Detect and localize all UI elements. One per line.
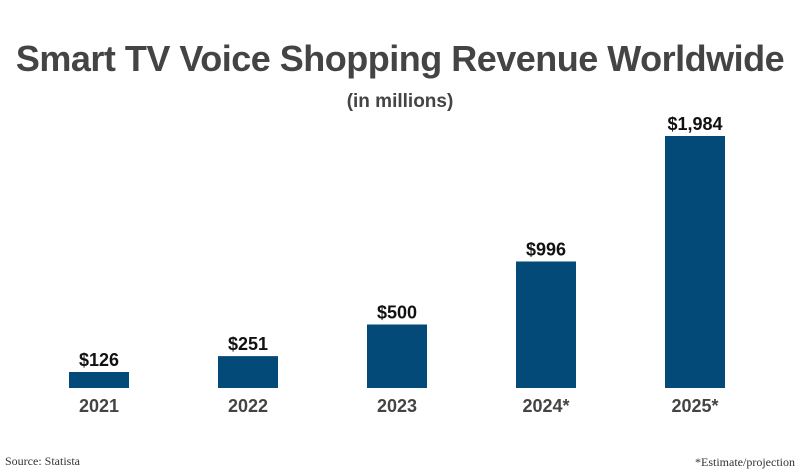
bar-2022 (218, 356, 278, 388)
chart-title: Smart TV Voice Shopping Revenue Worldwid… (15, 38, 785, 79)
bar-2021 (69, 371, 129, 388)
bar-2024 (516, 261, 576, 388)
x-tick-label: 2025* (671, 396, 718, 416)
data-label: $996 (526, 239, 566, 259)
estimate-footnote: *Estimate/projection (695, 455, 795, 469)
data-label: $251 (228, 334, 268, 354)
bar-2025 (665, 136, 725, 388)
data-label: $126 (79, 350, 119, 370)
x-tick-label: 2022 (228, 396, 268, 416)
x-tick-label: 2021 (79, 396, 119, 416)
chart-subtitle: (in millions) (346, 91, 454, 112)
bar-2023 (367, 324, 427, 388)
x-tick-label: 2024* (522, 396, 569, 416)
data-label: $500 (377, 302, 417, 322)
data-label: $1,984 (667, 114, 722, 134)
source-note: Source: Statista (5, 454, 80, 468)
x-tick-label: 2023 (377, 396, 417, 416)
